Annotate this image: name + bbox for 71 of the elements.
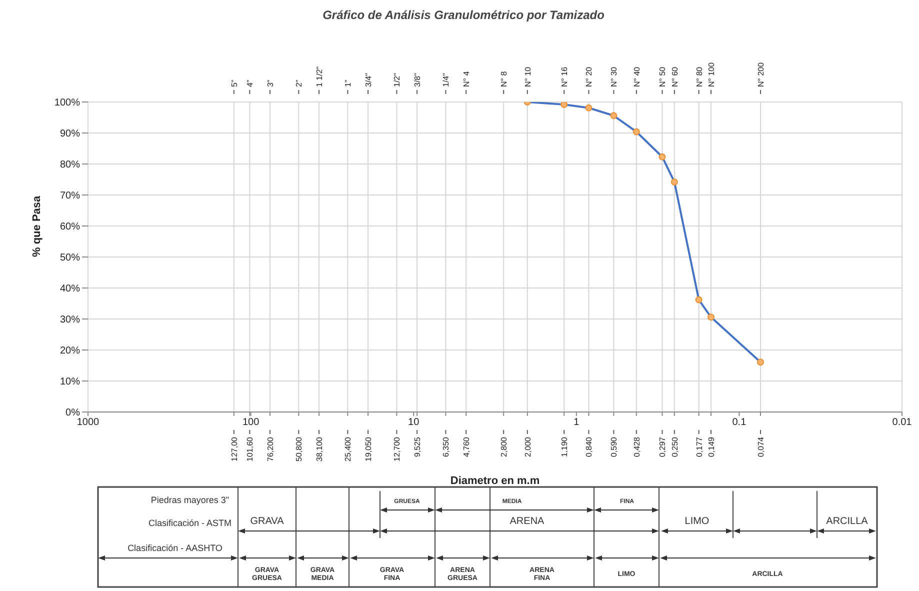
text: 4" — [246, 80, 255, 87]
text: N° 8 — [500, 70, 509, 87]
text: ARCILLA — [826, 516, 868, 527]
text: N° 60 — [670, 66, 680, 87]
text: 19,050 — [364, 436, 374, 462]
y-tick-label: 40% — [60, 284, 80, 295]
text: LIMO — [684, 516, 710, 527]
y-tick-label: 90% — [60, 128, 80, 140]
text: 0,074 — [756, 436, 766, 458]
text: N° 16 — [560, 66, 570, 87]
text: 0,297 — [658, 436, 668, 458]
text: 3/4" — [364, 72, 374, 87]
text: 1/2" — [392, 72, 402, 87]
text: 0,428 — [632, 436, 642, 458]
x-tick-label: 100 — [242, 417, 260, 428]
x-tick-label: 0.01 — [892, 417, 912, 428]
text: N° 100 — [707, 62, 716, 87]
text: 0,590 — [610, 436, 619, 458]
text: N° 40 — [632, 66, 642, 87]
text: 1/4" — [442, 72, 451, 87]
text: 0,149 — [707, 436, 716, 458]
text: Piedras mayores 3" — [150, 495, 230, 505]
y-tick-label: 80% — [60, 160, 80, 171]
text: 1,190 — [560, 436, 570, 458]
text: 101,60 — [246, 436, 255, 462]
text: GRAVA — [250, 516, 284, 527]
y-tick-label: 50% — [60, 252, 80, 264]
y-tick-label: 70% — [60, 190, 80, 202]
text: 2,800 — [500, 436, 509, 458]
text: 0,250 — [670, 436, 680, 458]
text: 76,200 — [266, 436, 276, 462]
text: 2,000 — [523, 436, 532, 458]
text: N° 20 — [584, 66, 594, 87]
y-tick-label: 20% — [60, 346, 80, 357]
text: 12,700 — [392, 436, 402, 462]
text: 4,760 — [462, 436, 472, 458]
text: 3" — [266, 80, 276, 87]
text: 2" — [294, 80, 304, 87]
text: N° 10 — [523, 66, 532, 87]
y-tick-label: 60% — [60, 222, 80, 233]
text: 127,00 — [230, 436, 239, 462]
text: N° 50 — [658, 66, 668, 87]
x-axis-title: Diametro en m.m — [450, 475, 540, 487]
text: 6,350 — [442, 436, 451, 458]
text: 5" — [230, 80, 239, 87]
text: 0,177 — [694, 436, 704, 458]
text: N° 200 — [756, 62, 766, 87]
y-tick-label: 10% — [60, 376, 80, 388]
y-axis-title: % que Pasa — [30, 194, 43, 257]
text: 3/8" — [413, 72, 422, 87]
y-tick-label: 100% — [54, 98, 80, 109]
text: 25,400 — [344, 436, 353, 462]
x-tick-label: 1 — [574, 417, 580, 428]
y-tick-label: 30% — [60, 314, 80, 326]
text: N° 80 — [694, 66, 704, 87]
text: Clasificación - AASHTO — [128, 543, 222, 553]
text: 1" — [344, 80, 353, 87]
text: 1 1/2" — [315, 66, 324, 87]
text: ARENA — [510, 516, 545, 527]
x-tick-label: 0.1 — [732, 417, 747, 428]
text: 50,800 — [294, 436, 304, 462]
text: 9,525 — [413, 436, 422, 458]
x-tick-label: 1000 — [76, 417, 100, 428]
y-tick-label: 0% — [66, 408, 80, 419]
text: 38,100 — [315, 436, 324, 462]
text: N° 4 — [462, 70, 472, 87]
text: 0,840 — [584, 436, 594, 458]
chart-title: Gráfico de Análisis Granulométrico por Tamizado — [322, 8, 606, 22]
text: N° 30 — [610, 66, 619, 87]
text: Clasificación - ASTM — [148, 518, 232, 528]
x-tick-label: 10 — [408, 417, 420, 428]
